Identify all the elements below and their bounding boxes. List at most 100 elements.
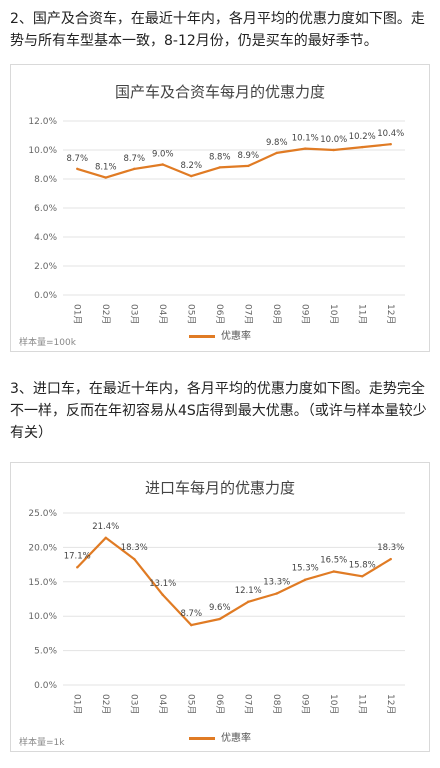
x-tick-label: 08月 [271,694,282,714]
y-tick-label: 20.0% [28,543,57,553]
chart-legend: 优惠率 [11,729,429,744]
data-point [104,176,107,179]
y-tick-label: 25.0% [28,509,57,519]
x-tick-label: 01月 [71,304,82,324]
data-label: 9.6% [209,603,231,613]
series-line [76,143,391,179]
data-point [275,151,278,155]
data-point [361,575,364,578]
data-label: 10.1% [292,134,319,144]
data-label: 12.1% [235,586,262,596]
data-label: 10.2% [349,132,376,142]
data-point [275,592,278,595]
x-tick-label: 07月 [242,694,253,714]
y-tick-label: 8.0% [34,175,57,185]
x-tick-label: 11月 [356,304,367,324]
x-tick-label: 11月 [356,694,367,714]
data-label: 15.8% [349,560,376,570]
data-point [161,163,164,166]
domestic-line-chart: 0.0% 2.0% 4.0% 6.0% 8.0% 10.0% 12.0% 01月 02月 03月 0… [28,117,405,324]
legend-swatch [189,334,215,338]
x-tick-label: 12月 [385,304,396,324]
data-label: 18.3% [377,543,404,553]
data-label: 8.9% [237,151,259,161]
data-label: 9.8% [266,138,288,148]
y-tick-label: 15.0% [28,578,57,588]
data-point [361,145,364,149]
x-tick-label: 06月 [214,304,225,324]
y-tick-label: 5.0% [34,647,57,657]
sample-size-note: 样本量=1k [19,738,65,748]
intro-paragraph-1: 2、国产及合资车，在最近十年内，各月平均的优惠力度如下图。走势与所有车型基本一致… [10,11,425,49]
x-tick-label: 10月 [328,694,339,714]
x-tick-label: 02月 [100,304,111,324]
data-label: 8.8% [209,152,231,162]
legend-label: 优惠率 [221,331,251,342]
x-tick-label: 03月 [128,304,139,324]
data-point [304,578,307,581]
legend-label: 优惠率 [221,733,251,744]
data-label: 17.1% [64,551,91,561]
data-label: 9.0% [152,150,174,160]
y-tick-label: 0.0% [34,681,57,691]
y-tick-label: 10.0% [28,146,57,156]
data-point [218,617,221,621]
data-label: 10.4% [377,129,404,139]
sample-size-note: 样本量=100k [19,338,76,348]
data-label: 8.7% [180,609,202,619]
chart-legend: 优惠率 [11,327,429,342]
x-tick-label: 12月 [385,694,396,714]
x-tick-label: 07月 [242,304,253,324]
data-label: 16.5% [320,555,347,565]
data-point [218,166,221,169]
data-label: 15.3% [292,564,319,574]
data-point [304,147,307,150]
x-tick-label: 05月 [185,694,196,714]
x-tick-label: 05月 [185,304,196,324]
y-tick-label: 6.0% [34,204,57,214]
data-point [247,600,250,603]
data-point [247,164,250,168]
x-tick-label: 06月 [214,694,225,714]
chart-title: 国产车及合资车每月的优惠力度 [114,83,325,101]
data-label: 8.7% [123,154,145,164]
data-point [133,167,136,171]
x-tick-label: 04月 [157,304,168,324]
x-tick-label: 10月 [328,304,339,324]
x-tick-label: 04月 [157,694,168,714]
y-tick-label: 0.0% [34,291,57,301]
data-point [190,623,193,627]
imported-chart-card: 进口车每月的优惠力度 0.0% 5.0% 10.0% 15.0% 20.0% 25.0% 0… [10,462,430,752]
y-tick-label: 2.0% [34,262,57,272]
data-point [76,167,79,171]
legend-swatch [189,736,215,740]
x-tick-label: 08月 [271,304,282,324]
data-point [389,143,392,146]
x-tick-label: 09月 [299,304,310,324]
data-point [133,557,136,561]
data-label: 21.4% [92,522,119,532]
data-label: 8.1% [95,163,117,173]
data-label: 8.2% [180,161,202,171]
y-tick-label: 12.0% [28,117,57,127]
x-tick-label: 09月 [299,694,310,714]
data-point [161,593,164,597]
data-point [332,570,335,573]
data-label: 8.7% [66,154,88,164]
data-point [389,557,392,561]
data-point [76,566,79,569]
data-label: 10.0% [320,135,347,145]
data-point [190,174,193,178]
data-label: 13.3% [263,577,290,587]
data-label: 13.1% [149,579,176,589]
y-tick-label: 10.0% [28,612,57,622]
intro-paragraph-2: 3、进口车，在最近十年内，各月平均的优惠力度如下图。走势完全不一样，反而在年初容… [10,381,427,441]
imported-line-chart: 0.0% 5.0% 10.0% 15.0% 20.0% 25.0% 01月 02月 03月 04月… [28,509,405,714]
series-line [76,536,392,627]
data-point [104,536,107,539]
domestic-chart-card: 国产车及合资车每月的优惠力度 0.0% 2.0% 4.0% 6.0% 8.0% 10.0%… [10,64,430,352]
x-tick-label: 03月 [128,694,139,714]
data-label: 18.3% [121,543,148,553]
y-tick-label: 4.0% [34,233,57,243]
x-tick-label: 01月 [71,694,82,714]
